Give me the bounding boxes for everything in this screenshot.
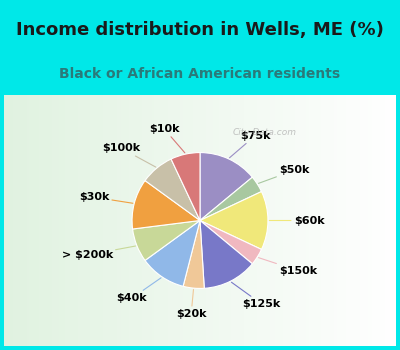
Text: $100k: $100k: [102, 143, 156, 167]
Text: Income distribution in Wells, ME (%): Income distribution in Wells, ME (%): [16, 21, 384, 39]
Text: Black or African American residents: Black or African American residents: [60, 67, 340, 81]
Text: $60k: $60k: [269, 216, 324, 225]
Wedge shape: [145, 159, 200, 220]
Text: $10k: $10k: [149, 124, 185, 153]
Text: $40k: $40k: [117, 278, 161, 303]
Wedge shape: [200, 220, 252, 288]
Text: $125k: $125k: [232, 282, 281, 309]
Text: $30k: $30k: [79, 192, 133, 203]
Wedge shape: [171, 153, 200, 220]
Wedge shape: [200, 153, 252, 220]
Wedge shape: [200, 220, 262, 264]
Text: $150k: $150k: [258, 258, 317, 276]
Text: $20k: $20k: [176, 289, 206, 319]
Text: $75k: $75k: [230, 131, 270, 158]
Text: > $200k: > $200k: [62, 246, 136, 260]
Wedge shape: [145, 220, 200, 286]
Wedge shape: [132, 181, 200, 229]
Wedge shape: [183, 220, 204, 288]
Text: City-Data.com: City-Data.com: [233, 128, 297, 137]
Wedge shape: [132, 220, 200, 260]
Text: $50k: $50k: [258, 165, 310, 183]
Wedge shape: [200, 191, 268, 250]
Wedge shape: [200, 177, 262, 220]
